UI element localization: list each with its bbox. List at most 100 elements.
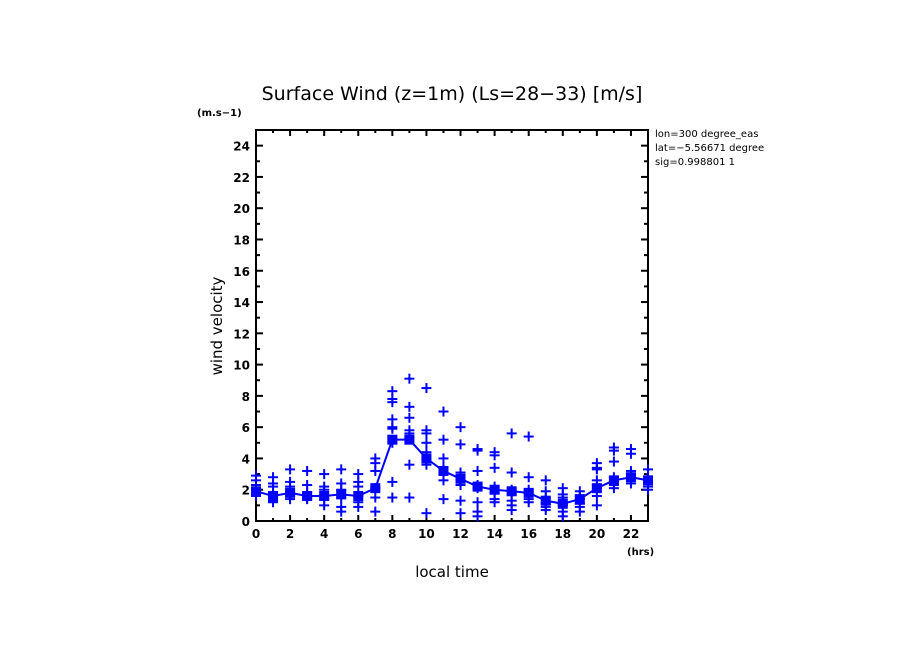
x-tick-label: 0: [252, 527, 260, 541]
y-unit-label: (m.s−1): [197, 108, 242, 119]
y-tick-label: 20: [233, 202, 250, 216]
data-point: [438, 453, 449, 464]
x-tick-label: 20: [589, 527, 606, 541]
x-axis-label: local time: [415, 563, 489, 581]
data-point: [353, 501, 364, 512]
x-tick-label: 8: [388, 527, 396, 541]
data-point: [387, 397, 398, 408]
y-tick-label: 16: [233, 265, 250, 279]
mean-marker: [404, 434, 415, 445]
x-unit-label: (hrs): [627, 547, 654, 558]
data-point: [438, 406, 449, 417]
data-point: [506, 467, 517, 478]
data-point: [455, 439, 466, 450]
mean-marker: [370, 483, 381, 494]
data-point: [387, 423, 398, 434]
data-point: [489, 497, 500, 508]
data-point: [404, 412, 415, 423]
mean-marker: [336, 489, 347, 500]
data-point: [370, 506, 381, 517]
data-point: [591, 500, 602, 511]
x-tick-label: 2: [286, 527, 294, 541]
y-tick-label: 24: [233, 140, 250, 154]
data-point: [421, 508, 432, 519]
y-tick-label: 22: [233, 171, 250, 185]
x-tick-label: 22: [623, 527, 640, 541]
data-point: [643, 484, 653, 495]
x-tick-label: 16: [520, 527, 537, 541]
mean-marker: [643, 475, 653, 486]
data-point: [370, 465, 381, 476]
mean-marker: [540, 495, 551, 506]
x-tick-label: 18: [554, 527, 571, 541]
mean-marker: [523, 487, 534, 498]
data-point: [455, 508, 466, 519]
data-point: [608, 445, 619, 456]
data-point: [506, 428, 517, 439]
data-point: [285, 464, 296, 475]
info-lon: lon=300 degree_eas: [655, 129, 758, 140]
data-point: [489, 450, 500, 461]
data-point: [472, 511, 483, 522]
data-point: [404, 492, 415, 503]
info-lat: lat=−5.56671 degree: [655, 143, 764, 154]
y-tick-label: 8: [242, 390, 250, 404]
y-tick-label: 18: [233, 233, 250, 247]
y-tick-label: 14: [233, 296, 250, 310]
data-point: [574, 506, 585, 517]
x-tick-label: 14: [486, 527, 503, 541]
data-point: [472, 445, 483, 456]
y-tick-label: 12: [233, 327, 250, 341]
data-point: [336, 464, 347, 475]
data-point: [540, 505, 551, 516]
data-point: [591, 464, 602, 475]
data-point: [387, 492, 398, 503]
plot-frame: [255, 129, 649, 522]
data-point: [489, 462, 500, 473]
mean-marker: [421, 453, 432, 464]
data-point: [438, 475, 449, 486]
x-axis: 0 2 4 6 8 10 12 14 16 18 20 22: [252, 130, 649, 541]
x-tick-label: 6: [354, 527, 362, 541]
data-point: [404, 401, 415, 412]
mean-marker: [438, 465, 449, 476]
data-point: [387, 476, 398, 487]
data-point: [523, 431, 534, 442]
data-point: [438, 494, 449, 505]
y-tick-label: 4: [242, 452, 250, 466]
mean-marker: [489, 484, 500, 495]
mean-marker: [285, 487, 296, 498]
mean-marker: [251, 486, 261, 497]
mean-line: [255, 438, 649, 505]
data-point: [455, 422, 466, 433]
data-point: [608, 456, 619, 467]
x-tick-label: 12: [452, 527, 469, 541]
mean-marker: [506, 486, 517, 497]
data-point: [421, 428, 432, 439]
data-point: [455, 495, 466, 506]
data-point: [404, 459, 415, 470]
mean-marker: [319, 490, 330, 501]
mean-marker: [574, 494, 585, 505]
mean-marker: [387, 434, 398, 445]
y-tick-label: 10: [233, 359, 250, 373]
mean-marker: [472, 481, 483, 492]
y-tick-label: 6: [242, 421, 250, 435]
x-tick-label: 10: [418, 527, 435, 541]
data-point: [523, 472, 534, 483]
data-point: [625, 448, 636, 459]
data-point: [404, 373, 415, 384]
data-point: [438, 434, 449, 445]
mean-marker: [268, 490, 279, 501]
x-tick-label: 4: [320, 527, 328, 541]
data-point: [421, 383, 432, 394]
info-box: lon=300 degree_eas lat=−5.56671 degree s…: [655, 129, 764, 168]
mean-marker: [608, 475, 619, 486]
data-point: [421, 437, 432, 448]
data-point: [319, 500, 330, 511]
y-tick-label: 0: [242, 515, 250, 529]
data-point: [336, 506, 347, 517]
y-axis-label: wind velocity: [208, 276, 226, 375]
mean-marker: [302, 490, 313, 501]
